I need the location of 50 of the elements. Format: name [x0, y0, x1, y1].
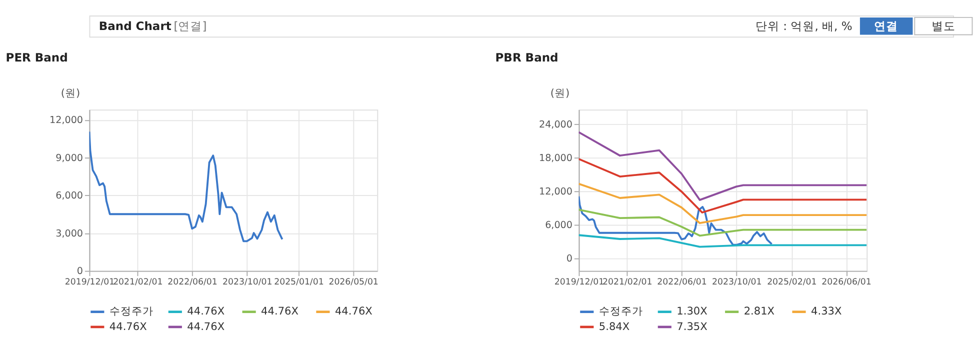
y-axis-title: (원): [60, 88, 80, 100]
x-tick-label: 2021/02/01: [602, 278, 652, 288]
x-tick-label: 2025/01/01: [274, 278, 324, 288]
line-series: [578, 195, 773, 246]
y-tick-label: 6,000: [545, 220, 572, 231]
y-tick-label: 0: [76, 266, 84, 278]
legend-label: 수정주가: [109, 306, 154, 318]
y-axis-title: (원): [550, 88, 570, 100]
legend-label: 44.76X: [187, 320, 225, 333]
y-tick-label: 18,000: [538, 152, 572, 164]
y-tick-label: 24,000: [538, 119, 572, 130]
text: 연결: [874, 18, 898, 33]
legend-label: 5.84X: [598, 320, 630, 333]
line-series: [578, 131, 867, 201]
legend-label: 4.33X: [811, 306, 842, 318]
x-tick-label: 2023/10/01: [222, 278, 272, 288]
x-tick-label: 2019/12/01: [64, 278, 115, 288]
legend-label: 44.76X: [187, 306, 225, 318]
chart-title: PER Band: [6, 50, 68, 65]
text: 단위 : 억원, 배, %: [756, 18, 852, 33]
legend-label: 2.81X: [744, 306, 775, 318]
line-series: [89, 130, 284, 242]
y-tick-label: 9,000: [56, 152, 84, 164]
y-tick-label: 6,000: [56, 190, 84, 202]
legend-label: 수정주가: [598, 306, 643, 318]
y-tick-label: 12,000: [50, 115, 84, 126]
x-tick-label: 2023/10/01: [712, 278, 762, 288]
y-tick-label: 12,000: [538, 186, 572, 198]
line-series: [578, 234, 867, 248]
legend-label: 44.76X: [334, 306, 372, 318]
line-series: [578, 182, 867, 224]
line-series: [578, 208, 867, 237]
x-tick-label: 2026/05/01: [328, 278, 378, 288]
x-tick-label: 2026/06/01: [822, 278, 872, 288]
x-tick-label: 2019/12/01: [554, 278, 604, 288]
line-series: [578, 158, 867, 214]
x-tick-label: 2025/02/01: [767, 278, 817, 288]
legend-label: 44.76X: [109, 320, 147, 333]
chart-title: PBR Band: [495, 50, 558, 65]
text: Band Chart: [98, 18, 172, 33]
legend-label: 44.76X: [261, 306, 298, 318]
text: 별도: [931, 18, 956, 33]
x-tick-label: 2022/06/01: [657, 278, 707, 288]
x-tick-label: 2021/02/01: [113, 278, 163, 288]
legend-label: 7.35X: [676, 320, 708, 333]
text: [연결]: [174, 18, 207, 33]
x-tick-label: 2022/06/01: [168, 278, 218, 288]
legend-label: 1.30X: [676, 306, 708, 318]
y-tick-label: 0: [566, 253, 572, 264]
y-tick-label: 3,000: [56, 228, 84, 240]
